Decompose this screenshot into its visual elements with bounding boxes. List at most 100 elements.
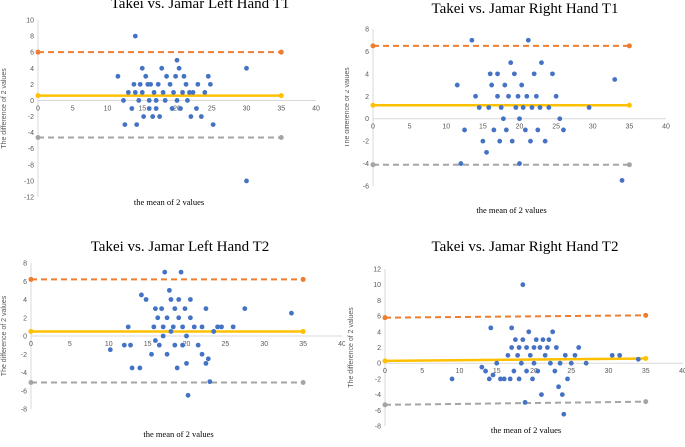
data-point xyxy=(169,106,175,111)
x-axis-title: the mean of 2 values xyxy=(143,429,213,439)
data-point xyxy=(168,297,174,302)
upper-limit-marker xyxy=(382,315,388,321)
data-point xyxy=(198,114,204,119)
data-point xyxy=(506,93,511,99)
x-axis-title: the mean of 2 values xyxy=(476,205,546,215)
data-point xyxy=(205,356,211,362)
data-point xyxy=(170,324,176,330)
data-point xyxy=(535,127,541,133)
x-tick-label: 30 xyxy=(243,105,251,112)
data-point xyxy=(168,329,174,334)
data-point xyxy=(469,37,475,43)
data-point xyxy=(215,324,221,330)
data-point xyxy=(513,105,519,110)
y-tick-label: -4 xyxy=(363,161,369,168)
chart-title: Takei vs. Jamar Left Hand T2 xyxy=(90,239,270,255)
data-point xyxy=(184,333,189,339)
x-tick-label: 20 xyxy=(183,341,191,348)
data-point xyxy=(173,73,179,79)
data-point xyxy=(490,372,496,378)
x-tick-label: 5 xyxy=(408,124,412,131)
data-point xyxy=(166,287,172,293)
data-point xyxy=(187,297,193,302)
data-point xyxy=(557,360,563,366)
data-point xyxy=(473,93,478,99)
data-point xyxy=(191,324,197,330)
chart-title: Takei vs. Jamar Right Hand T1 xyxy=(431,1,619,17)
x-tick-label: 15 xyxy=(144,341,152,348)
data-point xyxy=(132,33,138,39)
y-tick-label: 8 xyxy=(30,34,34,41)
data-point xyxy=(122,122,128,127)
scatter-plot: -6 -4 -2 0 2 4 6 8 0 5 10 15 20 25 30 35 40 the mean of 2… xyxy=(344,27,670,216)
data-point xyxy=(539,392,544,397)
data-point xyxy=(143,297,149,302)
data-point xyxy=(187,90,192,95)
x-tick-label: 40 xyxy=(662,124,670,131)
data-point xyxy=(550,71,555,77)
data-point xyxy=(487,71,493,77)
y-tick-label: 4 xyxy=(30,66,34,73)
data-point xyxy=(497,138,503,144)
data-point xyxy=(503,127,509,133)
y-tick-label: -2 xyxy=(375,376,381,383)
data-point xyxy=(517,161,522,166)
y-tick-label: -4 xyxy=(21,370,27,377)
data-point xyxy=(542,138,548,144)
lower-limit-marker xyxy=(643,399,649,405)
data-point xyxy=(190,90,196,95)
data-point xyxy=(576,345,582,350)
data-point xyxy=(520,282,526,288)
data-point xyxy=(612,77,618,82)
x-tick-label: 20 xyxy=(516,124,524,131)
y-tick-label: 2 xyxy=(377,345,381,352)
y-tick-label: -10 xyxy=(24,178,34,185)
data-point xyxy=(500,116,506,122)
lower-limit-marker xyxy=(35,134,41,140)
data-point xyxy=(174,57,180,63)
data-point xyxy=(495,71,500,77)
data-point xyxy=(553,93,559,99)
data-point xyxy=(533,93,539,99)
y-tick-label: -8 xyxy=(28,162,34,169)
x-tick-label: 10 xyxy=(104,105,112,112)
y-tick-label: 10 xyxy=(373,282,381,289)
data-point xyxy=(160,90,166,95)
data-point xyxy=(565,376,570,382)
data-point xyxy=(149,351,154,357)
data-point xyxy=(164,351,170,357)
data-point xyxy=(181,73,187,79)
y-tick-label: 0 xyxy=(365,116,369,123)
y-tick-label: 4 xyxy=(23,297,27,304)
data-point xyxy=(202,90,208,95)
data-point xyxy=(547,360,553,366)
data-point xyxy=(136,98,142,103)
data-point xyxy=(516,345,522,350)
data-point xyxy=(488,325,494,331)
data-point xyxy=(561,127,566,133)
x-tick-label: 25 xyxy=(208,105,216,112)
data-point xyxy=(556,384,561,390)
y-tick-label: 6 xyxy=(377,314,381,321)
chart-title: Takei vs. Jamar Left Hand T1 xyxy=(110,0,290,12)
y-tick-label: 0 xyxy=(377,361,381,368)
data-point xyxy=(143,73,149,79)
mean-difference-marker xyxy=(278,93,284,99)
mean-difference-marker xyxy=(370,102,376,108)
data-point xyxy=(139,90,145,95)
upper-limit-line xyxy=(384,314,646,319)
data-point xyxy=(559,392,565,397)
data-point xyxy=(187,315,193,321)
data-point xyxy=(507,376,513,382)
x-tick-label: 25 xyxy=(552,124,560,131)
y-tick-label: 2 xyxy=(30,82,34,89)
data-point xyxy=(545,345,550,350)
data-point xyxy=(160,333,166,339)
chart-panel-right-t1: Takei vs. Jamar Right Hand T1 -6 -4 -2 0 2 4 6… xyxy=(344,0,685,225)
data-point xyxy=(502,82,508,88)
data-point xyxy=(164,315,170,321)
x-tick-label: 30 xyxy=(260,341,268,348)
y-tick-label: 0 xyxy=(30,98,34,105)
